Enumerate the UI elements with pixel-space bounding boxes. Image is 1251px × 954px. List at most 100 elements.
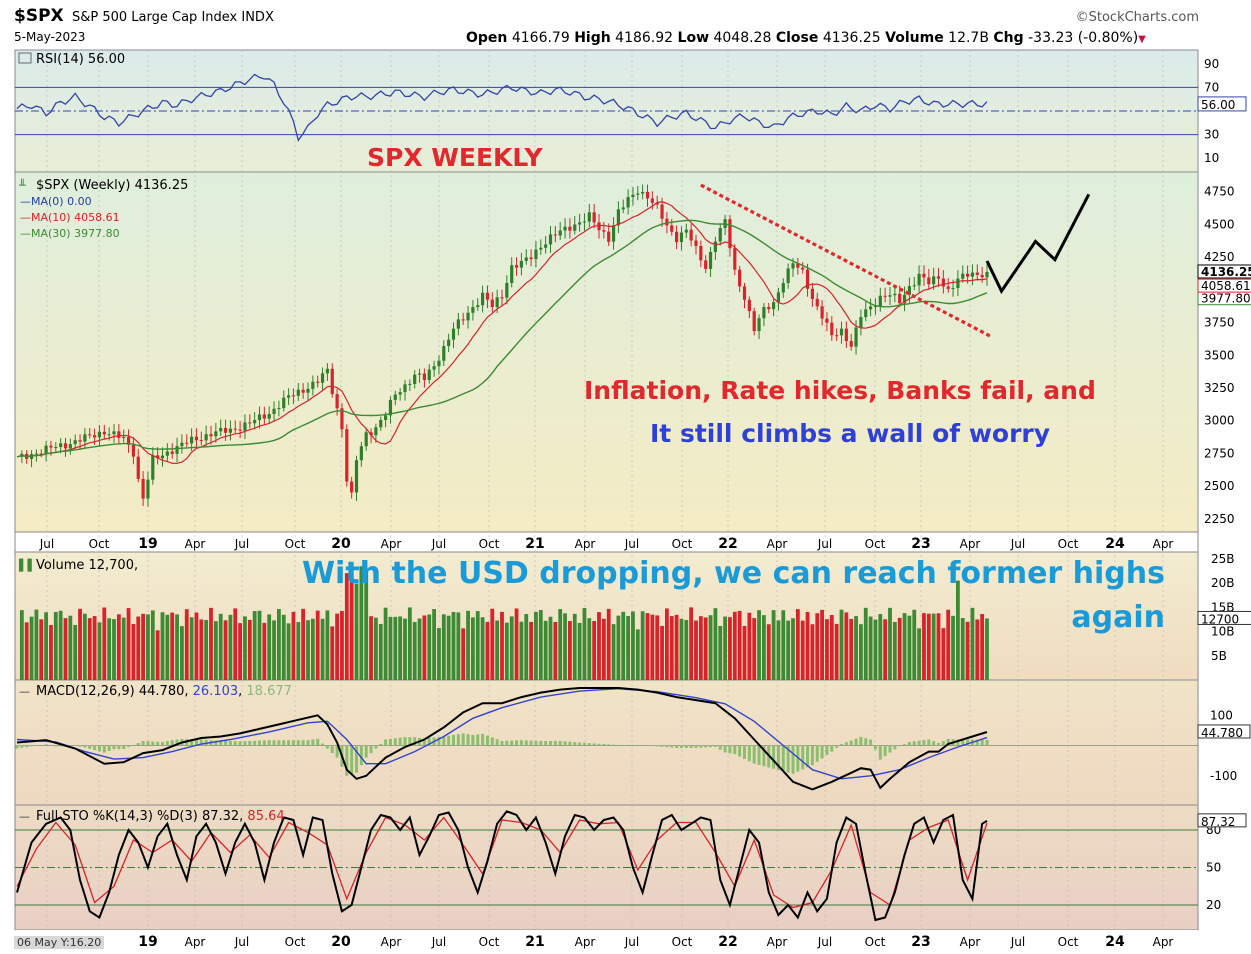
x-tick-label-bottom: Apr — [185, 935, 206, 949]
candle-body — [354, 460, 359, 493]
macd-histogram-bar — [835, 745, 839, 748]
candle-body — [369, 432, 373, 436]
volume-bar — [587, 618, 592, 680]
index-name: S&P 500 Large Cap Index INDX — [72, 10, 274, 25]
candle-body — [558, 230, 562, 236]
volume-bar — [257, 610, 262, 680]
macd-histogram-bar — [529, 740, 533, 746]
macd-histogram-bar — [476, 734, 480, 746]
candle-body — [146, 479, 150, 499]
candle-body — [214, 431, 218, 437]
axes-labels: Jul Oct 19 Apr Jul Oct 20 Apr Jul Oct 21 Apr Jul Oct 2… — [39, 57, 1251, 950]
macd-histogram-bar — [878, 745, 882, 760]
macd-histogram-bar — [481, 733, 485, 746]
candle-body — [209, 434, 213, 437]
candle-body — [524, 257, 528, 261]
candle-body — [156, 455, 160, 459]
volume-bar — [524, 614, 529, 680]
volume-bar — [500, 611, 504, 680]
candle-body — [471, 307, 475, 313]
candle-body — [738, 269, 742, 287]
candle-body — [199, 440, 203, 442]
macd-histogram-bar — [330, 745, 334, 754]
macd-histogram-bar — [893, 745, 897, 750]
candle-body — [534, 249, 538, 260]
volume-bar — [78, 608, 82, 680]
macd-histogram-bar — [442, 736, 446, 746]
price-tick: 4500 — [1204, 217, 1235, 231]
candle-body — [335, 394, 339, 409]
macd-histogram-bar — [762, 745, 766, 767]
candle-body — [839, 328, 844, 336]
macd-histogram-bar — [466, 734, 470, 746]
macd-histogram-bar — [699, 745, 703, 748]
x-tick-label: 22 — [718, 536, 737, 552]
macd-histogram-bar — [975, 739, 979, 746]
candle-body — [917, 273, 921, 286]
volume-bar — [315, 610, 320, 680]
macd-histogram-bar — [461, 733, 465, 746]
candle-body — [869, 306, 873, 310]
candle-body — [611, 225, 616, 242]
macd-histogram-bar — [840, 744, 843, 746]
volume-bar — [437, 628, 441, 680]
x-tick-label-bottom: 21 — [525, 934, 544, 950]
candle-body — [432, 366, 436, 370]
macd-histogram-bar — [534, 740, 538, 746]
macd-histogram-bar — [291, 740, 295, 746]
volume-bar — [359, 566, 364, 680]
volume-bar — [931, 613, 936, 680]
candle-body — [456, 319, 460, 329]
macd-histogram-bar — [932, 741, 936, 746]
candle-body — [888, 295, 892, 297]
candle-body — [131, 444, 135, 457]
candle-body — [941, 278, 945, 287]
candle-body — [374, 427, 378, 436]
x-tick-label-bottom: Jul — [1010, 935, 1025, 949]
macd-histogram-bar — [471, 734, 475, 746]
macd-histogram-bar — [427, 737, 431, 746]
macd-histogram-bar — [83, 745, 87, 748]
volume-legend-text: Volume 12,700, — [36, 558, 138, 573]
candle-body — [539, 247, 543, 250]
macd-histogram-bar — [568, 741, 572, 746]
candle-body — [68, 444, 72, 449]
volume-bar — [407, 607, 412, 680]
volume-bar — [742, 626, 747, 680]
macd-histogram-bar — [422, 738, 426, 746]
candle-body — [505, 282, 509, 298]
candle-body — [185, 442, 189, 444]
chart-date: 5-May-2023 — [14, 30, 86, 44]
candle-body — [951, 288, 955, 290]
volume-bar — [917, 628, 921, 680]
candle-body — [573, 224, 577, 231]
candle-body — [679, 232, 684, 243]
macd-histogram-bar — [515, 740, 519, 746]
macd-histogram-bar — [810, 745, 814, 766]
candle-body — [219, 427, 223, 432]
candle-body — [805, 269, 810, 289]
volume-bar — [53, 611, 58, 680]
macd-histogram-bar — [743, 745, 746, 759]
symbol: $SPX — [14, 6, 64, 26]
macd-histogram-bar — [93, 745, 97, 751]
x-tick-label: Jul — [234, 537, 249, 551]
macd-histogram-bar — [898, 745, 902, 747]
volume-bar — [669, 616, 674, 680]
macd-histogram-bar — [650, 745, 654, 747]
source-logo[interactable]: ©StockCharts.com — [1075, 10, 1199, 25]
volume-bar — [621, 611, 626, 680]
macd-histogram-bar — [39, 745, 43, 746]
candle-body — [267, 413, 271, 419]
volume-bar — [112, 619, 116, 680]
macd-histogram-bar — [519, 740, 523, 746]
macd-histogram-bar — [452, 734, 455, 746]
macd-last-box — [1197, 724, 1251, 739]
macd-histogram-bar — [282, 740, 286, 746]
volume-bar — [563, 613, 567, 680]
x-tick-label-bottom: 20 — [331, 934, 351, 950]
candle-body — [204, 434, 208, 441]
macd-histogram-bar — [922, 740, 926, 746]
macd-histogram-bar — [966, 739, 970, 746]
candle-body — [306, 388, 310, 393]
